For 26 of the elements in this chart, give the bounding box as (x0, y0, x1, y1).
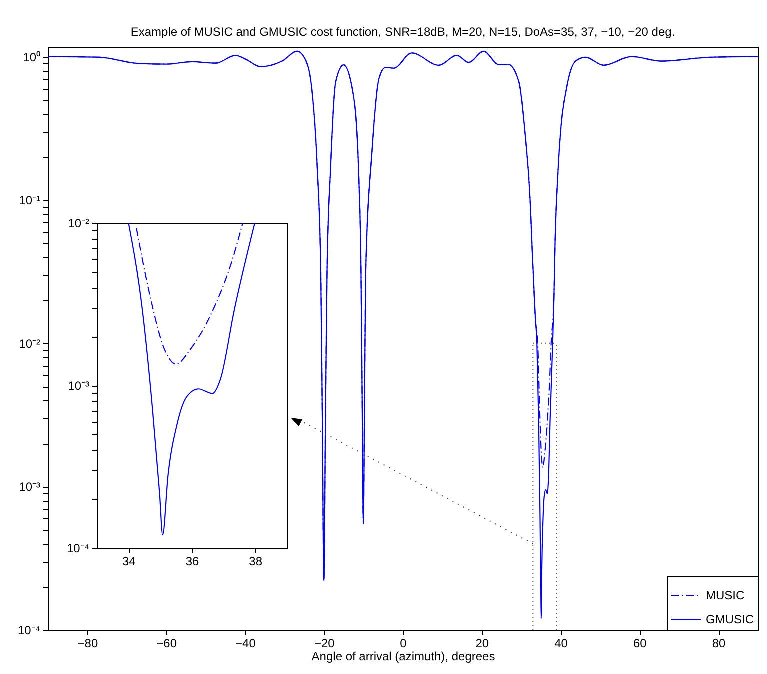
legend-label: GMUSIC (706, 612, 754, 626)
chart-title: Example of MUSIC and GMUSIC cost function, SNR=18dB, M=20, N=15, DoAs=35, 37, −10, −20 deg. (130, 25, 676, 39)
x-tick-label: −20 (314, 636, 336, 650)
y-tick-label: 10⁻¹ (19, 194, 41, 208)
x-axis-title: Angle of arrival (azimuth), degrees (312, 650, 496, 664)
x-tick-label: −80 (78, 636, 98, 650)
x-tick-label: 38 (249, 554, 263, 568)
y-tick-label: 10⁰ (23, 50, 40, 64)
x-tick-label: 34 (122, 554, 136, 568)
y-tick-label: 10⁻⁴ (66, 542, 90, 556)
x-tick-label: 0 (400, 636, 408, 650)
x-tick-label: 60 (633, 636, 648, 650)
x-tick-label: 40 (554, 636, 568, 650)
y-tick-label: 10⁻³ (19, 480, 41, 494)
legend-label: MUSIC (706, 588, 745, 602)
x-tick-label: −40 (236, 636, 256, 650)
y-tick-label: 10⁻² (68, 216, 90, 230)
line-series (128, 223, 256, 536)
x-tick-label: 36 (186, 554, 200, 568)
x-tick-label: −60 (156, 636, 178, 650)
y-tick-label: 10⁻² (19, 336, 41, 351)
x-tick-label: 80 (712, 636, 726, 650)
line-series (136, 223, 244, 365)
y-tick-label: 10⁻³ (68, 379, 90, 393)
x-tick-label: 20 (476, 636, 490, 650)
y-tick-label: 10⁻⁴ (18, 624, 40, 638)
